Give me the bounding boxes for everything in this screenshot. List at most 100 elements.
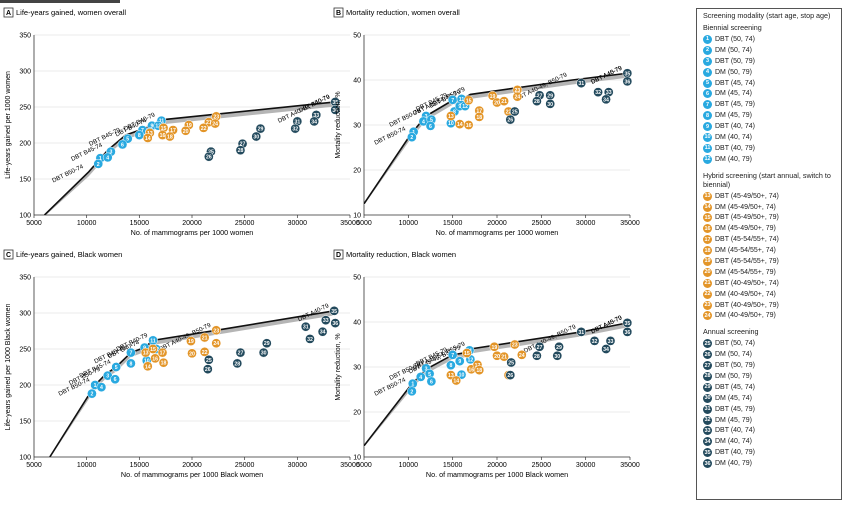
legend: Screening modality (start age, stop age)… bbox=[696, 8, 842, 500]
legend-label: DM (45, 79) bbox=[715, 416, 752, 424]
point-marker-18 bbox=[474, 365, 485, 375]
point-label-9: 9 bbox=[458, 359, 461, 365]
point-label-27: 27 bbox=[537, 93, 543, 99]
legend-marker: 16 bbox=[703, 224, 712, 234]
point-label-23: 23 bbox=[515, 88, 521, 94]
x-tick-label: 15000 bbox=[443, 220, 463, 227]
chart-panel-a: A Life-years gained, women overall1001502… bbox=[3, 7, 360, 237]
point-label-8: 8 bbox=[138, 133, 141, 139]
legend-item: 28 DM (50, 79) bbox=[703, 371, 841, 382]
chart-title: Mortality reduction, Black women bbox=[346, 250, 456, 259]
legend-marker: 33 bbox=[703, 426, 712, 436]
point-marker-22 bbox=[199, 347, 210, 357]
point-marker-18 bbox=[158, 357, 169, 368]
legend-hybrid-list: 13 DBT (45-49/50+, 74) 14 DM (45-49/50+, 74… bbox=[703, 191, 841, 322]
chart-title: Mortality reduction, women overall bbox=[346, 8, 460, 17]
legend-label: DM (45, 79) bbox=[715, 112, 752, 120]
point-label-4: 4 bbox=[100, 385, 103, 391]
legend-label: DM (45-54/55+, 74) bbox=[715, 247, 776, 255]
point-marker-6 bbox=[425, 121, 436, 131]
chart-title: Life-years gained, women overall bbox=[16, 8, 126, 17]
point-marker-31 bbox=[300, 321, 311, 332]
point-label-2: 2 bbox=[410, 135, 413, 141]
legend-marker: 11 bbox=[703, 143, 712, 153]
point-label-7: 7 bbox=[141, 128, 144, 134]
legend-marker: 13 bbox=[703, 191, 712, 201]
point-label-4: 4 bbox=[106, 155, 109, 161]
point-label-18: 18 bbox=[167, 135, 173, 141]
point-label-5: 5 bbox=[430, 118, 433, 124]
point-marker-26 bbox=[204, 151, 214, 162]
point-marker-24 bbox=[210, 118, 221, 129]
point-label-1: 1 bbox=[94, 383, 97, 389]
legend-marker: 20 bbox=[703, 267, 712, 277]
legend-marker: 4 bbox=[703, 67, 712, 77]
point-label-19: 19 bbox=[188, 339, 194, 345]
legend-marker: 1 bbox=[703, 34, 712, 44]
legend-item: 32 DM (45, 79) bbox=[703, 415, 841, 426]
point-label-12: 12 bbox=[468, 357, 474, 363]
chart-title: Life-years gained, Black women bbox=[16, 250, 122, 259]
y-axis-label: Mortality reduction, % bbox=[335, 333, 342, 400]
x-tick-label: 5000 bbox=[356, 220, 372, 227]
point-label-6: 6 bbox=[430, 379, 433, 385]
point-label-26: 26 bbox=[206, 155, 212, 161]
chart-panel-c: C Life-years gained, Black women100150200… bbox=[3, 249, 360, 479]
legend-label: DBT (40, 74) bbox=[715, 427, 755, 435]
point-label-15: 15 bbox=[464, 351, 470, 357]
x-tick-label: 35000 bbox=[340, 462, 360, 469]
point-marker-18 bbox=[165, 131, 175, 142]
legend-biennial-list: 1 DBT (50, 74) 2 DM (50, 74) 3 DBT (50, 79) 4 D… bbox=[703, 34, 841, 165]
point-label-24: 24 bbox=[212, 122, 218, 128]
legend-label: DM (50, 74) bbox=[715, 351, 752, 359]
point-marker-24 bbox=[211, 338, 222, 349]
legend-marker: 19 bbox=[703, 256, 712, 266]
point-label-15: 15 bbox=[466, 98, 472, 104]
point-label-35: 35 bbox=[624, 321, 630, 327]
point-label-3: 3 bbox=[109, 150, 112, 156]
panel-letter-box bbox=[333, 7, 344, 18]
point-marker-26 bbox=[505, 370, 516, 380]
point-label-36: 36 bbox=[624, 330, 630, 336]
point-label-13: 13 bbox=[448, 373, 454, 379]
point-label-15: 15 bbox=[161, 126, 167, 132]
legend-label: DBT (45-54/55+, 74) bbox=[715, 236, 779, 244]
x-axis-label: No. of mammograms per 1000 women bbox=[436, 228, 559, 237]
point-marker-25 bbox=[509, 106, 520, 117]
legend-item: 1 DBT (50, 74) bbox=[703, 34, 841, 45]
legend-marker: 25 bbox=[703, 339, 712, 349]
point-label-12: 12 bbox=[155, 124, 161, 130]
legend-label: DBT (50, 74) bbox=[715, 35, 755, 43]
point-label-24: 24 bbox=[515, 95, 521, 101]
legend-item: 17 DBT (45-54/55+, 74) bbox=[703, 234, 841, 245]
legend-marker: 28 bbox=[703, 371, 712, 381]
legend-label: DM (40, 74) bbox=[715, 133, 752, 141]
y-tick-label: 250 bbox=[19, 347, 31, 354]
x-tick-label: 35000 bbox=[620, 462, 640, 469]
point-label-29: 29 bbox=[258, 127, 264, 133]
point-marker-2 bbox=[407, 132, 417, 142]
point-label-19: 19 bbox=[491, 345, 497, 351]
point-marker-5 bbox=[111, 362, 122, 372]
legend-marker: 6 bbox=[703, 89, 712, 99]
y-tick-label: 20 bbox=[353, 410, 361, 417]
point-label-30: 30 bbox=[253, 135, 259, 141]
point-label-27: 27 bbox=[240, 142, 246, 148]
x-axis-label: No. of mammograms per 1000 Black women bbox=[426, 470, 568, 479]
legend-label: DM (50, 79) bbox=[715, 372, 752, 380]
x-tick-label: 30000 bbox=[576, 462, 596, 469]
point-marker-25 bbox=[204, 354, 214, 365]
point-marker-36 bbox=[622, 76, 633, 87]
point-label-14: 14 bbox=[453, 379, 459, 385]
point-marker-24 bbox=[512, 91, 523, 102]
legend-item: 29 DBT (45, 74) bbox=[703, 382, 841, 393]
point-marker-28 bbox=[235, 145, 246, 156]
point-label-31: 31 bbox=[303, 325, 309, 331]
point-marker-22 bbox=[198, 123, 209, 133]
point-label-31: 31 bbox=[294, 119, 300, 125]
point-label-22: 22 bbox=[201, 126, 207, 132]
point-label-2: 2 bbox=[90, 392, 93, 398]
point-label-1: 1 bbox=[411, 382, 414, 388]
legend-marker: 21 bbox=[703, 278, 712, 288]
point-marker-36 bbox=[622, 327, 633, 337]
